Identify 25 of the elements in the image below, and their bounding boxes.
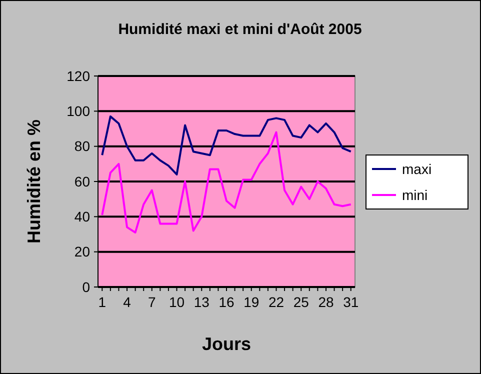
x-tick-label: 25 [293,294,310,310]
x-tick-label: 1 [98,294,106,310]
legend-label: maxi [402,160,432,177]
x-axis-title: Jours [202,334,252,354]
x-tick-label: 7 [148,294,156,310]
line-series [101,131,352,234]
x-tick-label: 28 [318,294,334,310]
line-series [101,115,352,176]
x-tick-label: 4 [123,294,132,310]
x-tick-label: 10 [168,294,185,310]
y-tick-label: 120 [66,68,90,84]
y-tick-label: 80 [74,138,90,154]
y-tick-label: 0 [82,278,90,295]
chart-title: Humidité maxi et mini d'Août 2005 [118,21,362,38]
x-tick-label: 13 [194,294,210,310]
x-tick-label: 16 [218,294,234,310]
x-tick-label: 19 [244,294,260,310]
y-tick-label: 20 [74,244,90,260]
y-tick-label: 40 [74,208,90,225]
y-tick-label: 100 [66,103,90,120]
y-axis-title: Humidité en % [24,119,44,244]
y-tick-label: 60 [74,173,90,190]
x-tick-label: 22 [268,294,284,310]
legend-label: mini [402,186,428,203]
x-tick-label: 31 [343,294,359,310]
